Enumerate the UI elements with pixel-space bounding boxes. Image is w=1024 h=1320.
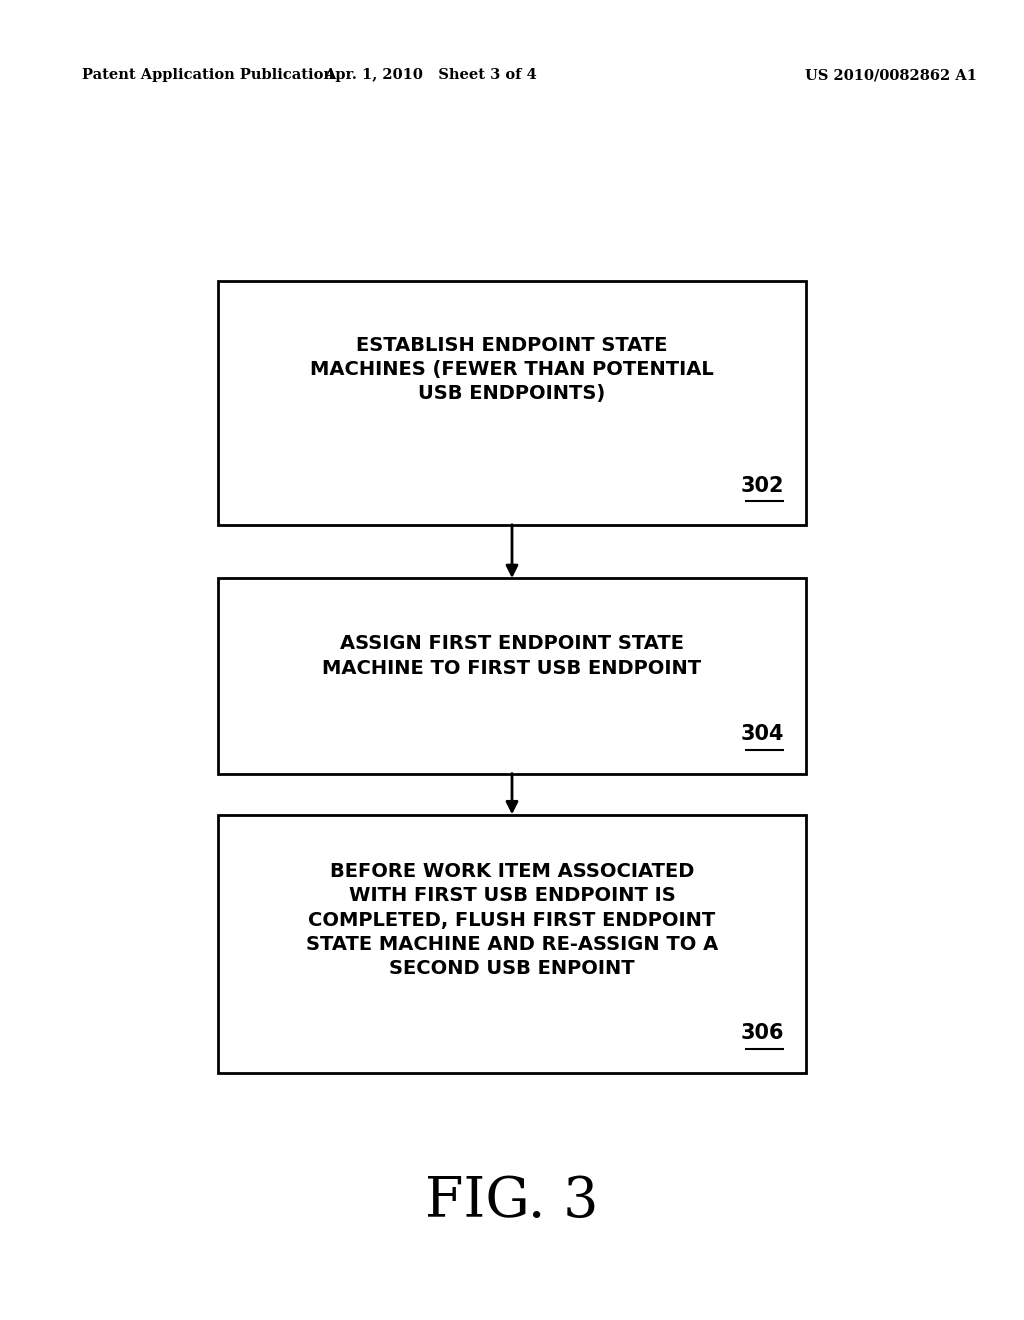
Bar — [218, 281, 807, 525]
Text: BEFORE WORK ITEM ASSOCIATED
WITH FIRST USB ENDPOINT IS
COMPLETED, FLUSH FIRST EN: BEFORE WORK ITEM ASSOCIATED WITH FIRST U… — [306, 862, 718, 978]
Text: 304: 304 — [740, 725, 784, 744]
Bar — [218, 814, 807, 1072]
Text: Patent Application Publication: Patent Application Publication — [82, 69, 334, 82]
Text: Apr. 1, 2010   Sheet 3 of 4: Apr. 1, 2010 Sheet 3 of 4 — [324, 69, 537, 82]
Text: FIG. 3: FIG. 3 — [425, 1173, 599, 1229]
Bar — [218, 578, 807, 774]
Text: ASSIGN FIRST ENDPOINT STATE
MACHINE TO FIRST USB ENDPOINT: ASSIGN FIRST ENDPOINT STATE MACHINE TO F… — [323, 635, 701, 677]
Text: US 2010/0082862 A1: US 2010/0082862 A1 — [805, 69, 977, 82]
Text: 302: 302 — [740, 475, 784, 496]
Text: 306: 306 — [740, 1023, 784, 1043]
Text: ESTABLISH ENDPOINT STATE
MACHINES (FEWER THAN POTENTIAL
USB ENDPOINTS): ESTABLISH ENDPOINT STATE MACHINES (FEWER… — [310, 335, 714, 404]
